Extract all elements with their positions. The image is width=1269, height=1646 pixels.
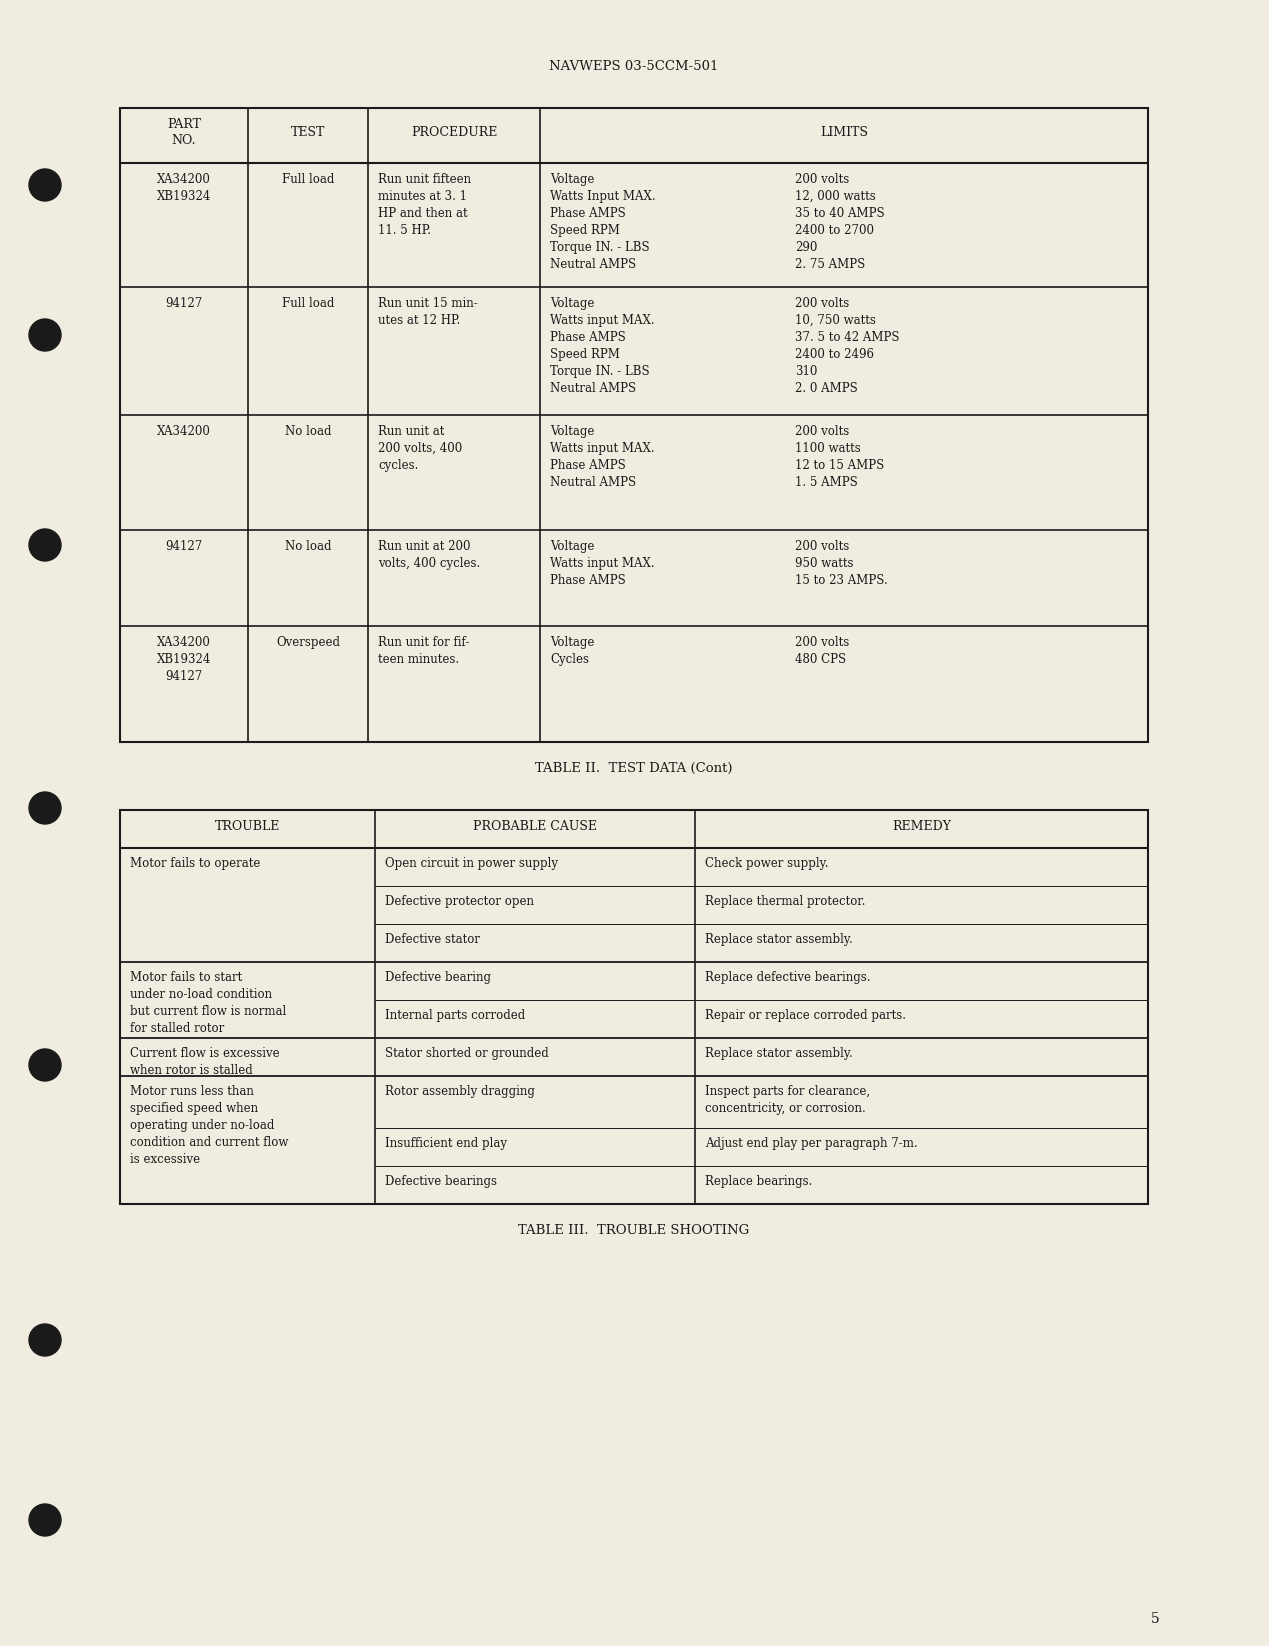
- Text: Run unit 15 min-
utes at 12 HP.: Run unit 15 min- utes at 12 HP.: [378, 296, 477, 328]
- Text: Repair or replace corroded parts.: Repair or replace corroded parts.: [706, 1009, 906, 1022]
- Text: Defective bearing: Defective bearing: [385, 971, 491, 984]
- Text: Neutral AMPS: Neutral AMPS: [549, 258, 636, 272]
- Text: Rotor assembly dragging: Rotor assembly dragging: [385, 1085, 534, 1098]
- Text: Defective bearings: Defective bearings: [385, 1175, 497, 1188]
- Text: 94127: 94127: [165, 540, 203, 553]
- Text: 310: 310: [794, 365, 817, 379]
- Text: Watts input MAX.: Watts input MAX.: [549, 556, 655, 570]
- Text: Stator shorted or grounded: Stator shorted or grounded: [385, 1047, 548, 1060]
- Text: Neutral AMPS: Neutral AMPS: [549, 382, 636, 395]
- Text: LIMITS: LIMITS: [820, 127, 868, 138]
- Text: Defective protector open: Defective protector open: [385, 895, 534, 909]
- Text: 2400 to 2496: 2400 to 2496: [794, 347, 874, 360]
- Text: TABLE II.  TEST DATA (Cont): TABLE II. TEST DATA (Cont): [536, 762, 732, 775]
- Text: 200 volts: 200 volts: [794, 635, 849, 649]
- Text: Run unit for fif-
teen minutes.: Run unit for fif- teen minutes.: [378, 635, 470, 667]
- Text: Phase AMPS: Phase AMPS: [549, 459, 626, 472]
- Text: Phase AMPS: Phase AMPS: [549, 207, 626, 221]
- Bar: [121, 810, 1148, 1203]
- Text: Voltage: Voltage: [549, 635, 594, 649]
- Text: Cycles: Cycles: [549, 653, 589, 667]
- Text: No load: No load: [284, 540, 331, 553]
- Text: Replace thermal protector.: Replace thermal protector.: [706, 895, 865, 909]
- Text: 2. 75 AMPS: 2. 75 AMPS: [794, 258, 865, 272]
- Text: TEST: TEST: [291, 127, 325, 138]
- Text: Run unit fifteen
minutes at 3. 1
HP and then at
11. 5 HP.: Run unit fifteen minutes at 3. 1 HP and …: [378, 173, 471, 237]
- Text: Watts Input MAX.: Watts Input MAX.: [549, 189, 656, 202]
- Circle shape: [29, 528, 61, 561]
- Text: XA34200
XB19324
94127: XA34200 XB19324 94127: [157, 635, 211, 683]
- Text: PROBABLE CAUSE: PROBABLE CAUSE: [473, 820, 596, 833]
- Text: Internal parts corroded: Internal parts corroded: [385, 1009, 525, 1022]
- Text: Adjust end play per paragraph 7-m.: Adjust end play per paragraph 7-m.: [706, 1137, 917, 1151]
- Text: TROUBLE: TROUBLE: [214, 820, 280, 833]
- Circle shape: [29, 1049, 61, 1081]
- Text: 2. 0 AMPS: 2. 0 AMPS: [794, 382, 858, 395]
- Text: 12, 000 watts: 12, 000 watts: [794, 189, 876, 202]
- Text: Replace defective bearings.: Replace defective bearings.: [706, 971, 871, 984]
- Bar: [121, 109, 1148, 742]
- Text: Defective stator: Defective stator: [385, 933, 480, 946]
- Text: Replace bearings.: Replace bearings.: [706, 1175, 812, 1188]
- Text: Motor fails to start
under no-load condition
but current flow is normal
for stal: Motor fails to start under no-load condi…: [129, 971, 287, 1035]
- Text: 480 CPS: 480 CPS: [794, 653, 846, 667]
- Text: 10, 750 watts: 10, 750 watts: [794, 314, 876, 328]
- Text: 950 watts: 950 watts: [794, 556, 854, 570]
- Text: Inspect parts for clearance,
concentricity, or corrosion.: Inspect parts for clearance, concentrici…: [706, 1085, 871, 1114]
- Text: Voltage: Voltage: [549, 425, 594, 438]
- Circle shape: [29, 170, 61, 201]
- Text: Speed RPM: Speed RPM: [549, 224, 619, 237]
- Text: Replace stator assembly.: Replace stator assembly.: [706, 1047, 853, 1060]
- Circle shape: [29, 792, 61, 825]
- Text: Torque IN. - LBS: Torque IN. - LBS: [549, 240, 650, 253]
- Text: Insufficient end play: Insufficient end play: [385, 1137, 508, 1151]
- Text: Watts input MAX.: Watts input MAX.: [549, 443, 655, 454]
- Circle shape: [29, 1323, 61, 1356]
- Text: No load: No load: [284, 425, 331, 438]
- Text: Phase AMPS: Phase AMPS: [549, 574, 626, 588]
- Text: 35 to 40 AMPS: 35 to 40 AMPS: [794, 207, 884, 221]
- Text: 12 to 15 AMPS: 12 to 15 AMPS: [794, 459, 884, 472]
- Text: PROCEDURE: PROCEDURE: [411, 127, 497, 138]
- Text: Run unit at
200 volts, 400
cycles.: Run unit at 200 volts, 400 cycles.: [378, 425, 462, 472]
- Text: Voltage: Voltage: [549, 173, 594, 186]
- Text: 2400 to 2700: 2400 to 2700: [794, 224, 874, 237]
- Circle shape: [29, 319, 61, 351]
- Text: Current flow is excessive
when rotor is stalled: Current flow is excessive when rotor is …: [129, 1047, 279, 1076]
- Text: Replace stator assembly.: Replace stator assembly.: [706, 933, 853, 946]
- Text: 15 to 23 AMPS.: 15 to 23 AMPS.: [794, 574, 888, 588]
- Text: 200 volts: 200 volts: [794, 425, 849, 438]
- Text: Run unit at 200
volts, 400 cycles.: Run unit at 200 volts, 400 cycles.: [378, 540, 480, 570]
- Text: 94127: 94127: [165, 296, 203, 309]
- Text: Open circuit in power supply: Open circuit in power supply: [385, 858, 558, 871]
- Text: 200 volts: 200 volts: [794, 540, 849, 553]
- Text: XA34200
XB19324: XA34200 XB19324: [157, 173, 211, 202]
- Text: Watts input MAX.: Watts input MAX.: [549, 314, 655, 328]
- Text: 290: 290: [794, 240, 817, 253]
- Text: NAVWEPS 03-5CCM-501: NAVWEPS 03-5CCM-501: [549, 59, 718, 72]
- Text: PART
NO.: PART NO.: [168, 119, 201, 146]
- Text: 37. 5 to 42 AMPS: 37. 5 to 42 AMPS: [794, 331, 900, 344]
- Text: 200 volts: 200 volts: [794, 296, 849, 309]
- Text: Full load: Full load: [282, 296, 334, 309]
- Text: TABLE III.  TROUBLE SHOOTING: TABLE III. TROUBLE SHOOTING: [518, 1225, 750, 1238]
- Circle shape: [29, 1504, 61, 1536]
- Text: Full load: Full load: [282, 173, 334, 186]
- Text: Check power supply.: Check power supply.: [706, 858, 829, 871]
- Text: Motor runs less than
specified speed when
operating under no-load
condition and : Motor runs less than specified speed whe…: [129, 1085, 288, 1165]
- Text: XA34200: XA34200: [157, 425, 211, 438]
- Text: Neutral AMPS: Neutral AMPS: [549, 476, 636, 489]
- Text: Voltage: Voltage: [549, 540, 594, 553]
- Text: 5: 5: [1151, 1611, 1160, 1626]
- Text: 1. 5 AMPS: 1. 5 AMPS: [794, 476, 858, 489]
- Text: Overspeed: Overspeed: [275, 635, 340, 649]
- Text: Phase AMPS: Phase AMPS: [549, 331, 626, 344]
- Text: Voltage: Voltage: [549, 296, 594, 309]
- Text: REMEDY: REMEDY: [892, 820, 950, 833]
- Text: Motor fails to operate: Motor fails to operate: [129, 858, 260, 871]
- Text: 200 volts: 200 volts: [794, 173, 849, 186]
- Text: Speed RPM: Speed RPM: [549, 347, 619, 360]
- Text: Torque IN. - LBS: Torque IN. - LBS: [549, 365, 650, 379]
- Text: 1100 watts: 1100 watts: [794, 443, 860, 454]
